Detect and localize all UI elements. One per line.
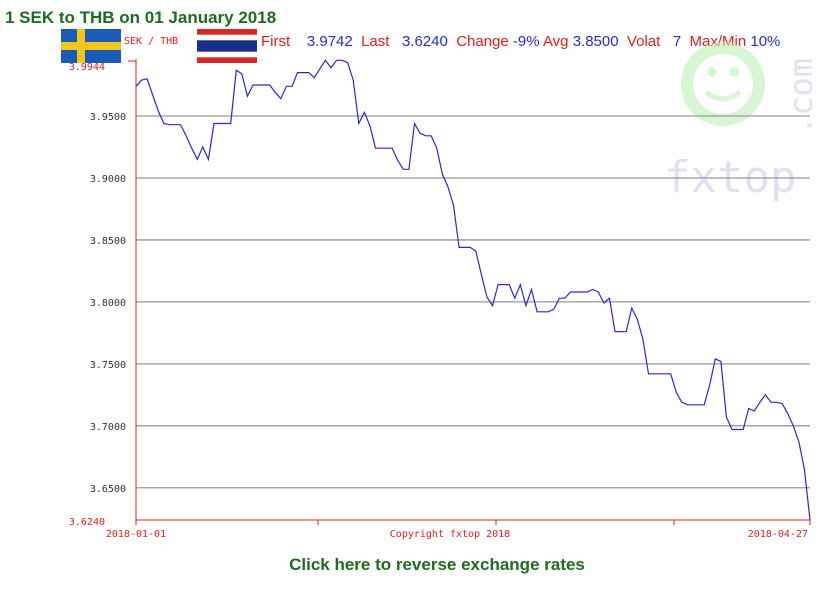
currency-pair-label: SEK / THB (124, 36, 179, 47)
grid-lines (136, 115, 810, 489)
last-label: Last (361, 33, 390, 50)
y-tick-label: 3.7000 (90, 422, 126, 433)
avg-value: 3.8500 (572, 33, 619, 50)
y-min-label: 3.6240 (69, 517, 105, 528)
change-label: Change (456, 33, 509, 50)
y-tick-label: 3.9000 (90, 174, 126, 185)
thailand-flag-icon (197, 29, 257, 63)
volat-label: Volat (626, 33, 661, 50)
x-axis-labels: 2018-01-01 Copyright fxtop 2018 2018-04-27 (106, 529, 808, 540)
y-axis-labels: 3.9500 3.9000 3.8500 3.8000 3.7500 3.7000 3.65… (69, 62, 126, 528)
y-max-label: 3.9944 (69, 62, 105, 73)
reverse-rates-link[interactable]: Click here to reverse exchange rates (289, 555, 585, 574)
first-label: First (261, 33, 291, 50)
copyright-label: Copyright fxtop 2018 (390, 529, 510, 540)
rate-line (135, 59, 811, 521)
avg-label: Avg (542, 33, 569, 50)
maxmin-value: 10% (750, 33, 781, 50)
y-tick-label: 3.6500 (90, 484, 126, 495)
fxtop-watermark: fxtop .com (664, 42, 820, 203)
last-value: 3.6240 (401, 33, 448, 50)
y-tick-label: 3.8500 (90, 236, 126, 247)
sweden-flag-icon (61, 29, 121, 63)
first-value: 3.9742 (306, 33, 353, 50)
axes (128, 59, 811, 525)
change-value: -9% (512, 33, 540, 50)
y-tick-label: 3.7500 (90, 360, 126, 371)
x-start-label: 2018-01-01 (106, 529, 166, 540)
stats-bar: First 3.9742 Last 3.6240 Change -9% Avg … (261, 33, 780, 50)
volat-value: 7 (672, 33, 682, 50)
watermark-suffix: .com (782, 58, 820, 135)
page-title: 1 SEK to THB on 01 January 2018 (5, 8, 277, 27)
y-tick-label: 3.9500 (90, 112, 126, 123)
x-end-label: 2018-04-27 (748, 529, 808, 540)
y-tick-label: 3.8000 (90, 298, 126, 309)
